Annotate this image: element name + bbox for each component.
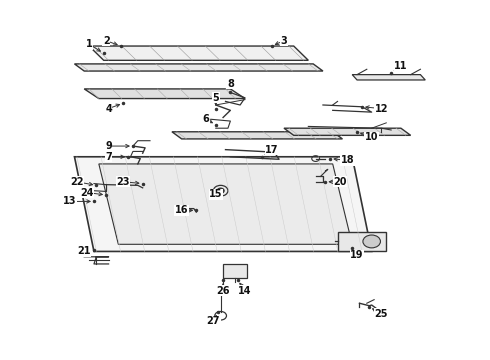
Text: 13: 13: [63, 197, 76, 206]
Text: 6: 6: [203, 114, 209, 124]
Text: 9: 9: [105, 141, 112, 151]
Polygon shape: [74, 157, 372, 251]
Text: 5: 5: [212, 93, 219, 103]
Text: 20: 20: [333, 177, 347, 187]
Polygon shape: [352, 75, 425, 80]
Text: 4: 4: [105, 104, 112, 113]
Text: 22: 22: [70, 177, 84, 187]
Text: 17: 17: [265, 145, 278, 155]
Text: 18: 18: [341, 156, 354, 165]
Text: 12: 12: [375, 104, 388, 113]
Text: 24: 24: [80, 188, 94, 198]
Bar: [223, 264, 247, 278]
Polygon shape: [172, 132, 343, 139]
Polygon shape: [284, 128, 411, 135]
Bar: [338, 232, 386, 251]
Text: 14: 14: [238, 286, 252, 296]
Text: 21: 21: [77, 247, 91, 256]
Text: 10: 10: [365, 132, 378, 142]
Text: 15: 15: [209, 189, 222, 199]
Text: 11: 11: [394, 61, 408, 71]
Polygon shape: [84, 89, 245, 99]
Text: 7: 7: [105, 152, 112, 162]
Text: 8: 8: [227, 78, 234, 89]
Text: 3: 3: [281, 36, 287, 46]
Text: 16: 16: [175, 205, 189, 215]
Text: 27: 27: [207, 316, 220, 326]
Polygon shape: [99, 164, 352, 244]
Text: 19: 19: [350, 250, 364, 260]
Text: 1: 1: [86, 39, 93, 49]
Text: 23: 23: [117, 177, 130, 187]
Circle shape: [217, 188, 224, 193]
Text: 26: 26: [216, 286, 230, 296]
Polygon shape: [74, 64, 323, 71]
Polygon shape: [89, 46, 308, 60]
Circle shape: [363, 235, 380, 248]
Text: 25: 25: [375, 309, 388, 319]
Text: 2: 2: [103, 36, 110, 46]
